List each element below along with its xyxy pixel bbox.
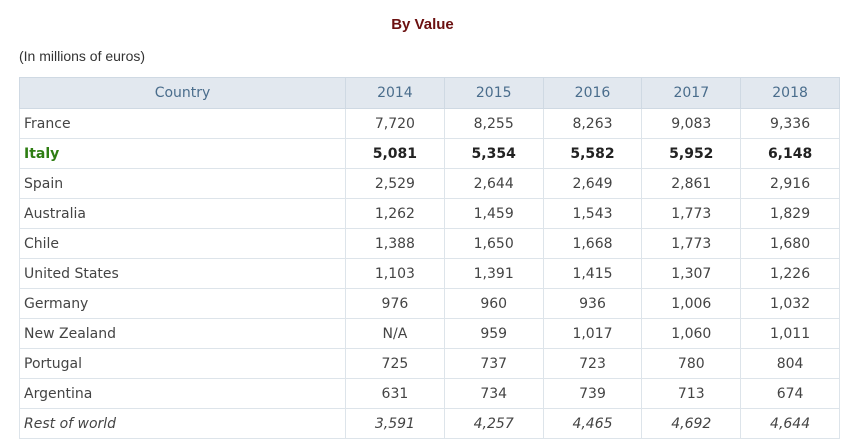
column-header-2016: 2016	[542, 77, 643, 109]
value-cell: 4,257	[443, 408, 544, 439]
value-cell: 1,307	[641, 258, 742, 289]
table-row: Chile 1,388 1,650 1,668 1,773 1,680	[19, 228, 840, 259]
value-cell: 739	[542, 378, 643, 409]
value-cell: 3,591	[345, 408, 445, 439]
country-cell: Australia	[19, 198, 346, 229]
value-cell: 9,336	[740, 108, 840, 139]
value-cell: 804	[740, 348, 840, 379]
value-cell: 1,226	[740, 258, 840, 289]
value-cell: 7,720	[345, 108, 445, 139]
value-cell: 5,354	[443, 138, 544, 169]
table-row: Portugal 725 737 723 780 804	[19, 348, 840, 379]
table-row: Spain 2,529 2,644 2,649 2,861 2,916	[19, 168, 840, 199]
table-row: Rest of world 3,591 4,257 4,465 4,692 4,644	[19, 408, 840, 439]
value-cell: 737	[443, 348, 544, 379]
value-cell: 9,083	[641, 108, 742, 139]
table-row: New Zealand N/A 959 1,017 1,060 1,011	[19, 318, 840, 349]
page-title: By Value	[391, 16, 454, 33]
country-cell: Italy	[19, 138, 346, 169]
table-row: Germany 976 960 936 1,006 1,032	[19, 288, 840, 319]
value-cell: 8,255	[443, 108, 544, 139]
value-cell: 780	[641, 348, 742, 379]
country-cell: Portugal	[19, 348, 346, 379]
value-cell: 1,543	[542, 198, 643, 229]
value-cell: 2,649	[542, 168, 643, 199]
value-cell: 4,692	[641, 408, 742, 439]
wine-exports-table: Country 2014 2015 2016 2017 2018 France 7…	[19, 77, 840, 439]
value-cell: 1,017	[542, 318, 643, 349]
value-cell: 4,644	[740, 408, 840, 439]
table-row: France 7,720 8,255 8,263 9,083 9,336	[19, 108, 840, 139]
value-cell: 1,391	[443, 258, 544, 289]
column-header-country: Country	[19, 77, 346, 109]
value-cell: 1,011	[740, 318, 840, 349]
value-cell: 1,680	[740, 228, 840, 259]
value-cell: 5,081	[345, 138, 445, 169]
country-cell: Germany	[19, 288, 346, 319]
country-cell: France	[19, 108, 346, 139]
value-cell: 2,861	[641, 168, 742, 199]
value-cell: 4,465	[542, 408, 643, 439]
country-cell: Rest of world	[19, 408, 346, 439]
value-cell: 723	[542, 348, 643, 379]
country-cell: Chile	[19, 228, 346, 259]
value-cell: 2,644	[443, 168, 544, 199]
value-cell: 734	[443, 378, 544, 409]
value-cell: N/A	[345, 318, 445, 349]
value-cell: 1,006	[641, 288, 742, 319]
country-cell: Spain	[19, 168, 346, 199]
value-cell: 959	[443, 318, 544, 349]
value-cell: 960	[443, 288, 544, 319]
value-cell: 2,916	[740, 168, 840, 199]
table-row: Italy 5,081 5,354 5,582 5,952 6,148	[19, 138, 840, 169]
column-header-2015: 2015	[443, 77, 544, 109]
value-cell: 936	[542, 288, 643, 319]
value-cell: 5,582	[542, 138, 643, 169]
value-cell: 1,829	[740, 198, 840, 229]
value-cell: 631	[345, 378, 445, 409]
value-cell: 1,032	[740, 288, 840, 319]
units-note: (In millions of euros)	[19, 48, 146, 64]
value-cell: 1,060	[641, 318, 742, 349]
value-cell: 1,262	[345, 198, 445, 229]
value-cell: 1,773	[641, 228, 742, 259]
value-cell: 2,529	[345, 168, 445, 199]
value-cell: 1,773	[641, 198, 742, 229]
value-cell: 713	[641, 378, 742, 409]
table-row: Argentina 631 734 739 713 674	[19, 378, 840, 409]
value-cell: 674	[740, 378, 840, 409]
country-cell: United States	[19, 258, 346, 289]
country-cell: New Zealand	[19, 318, 346, 349]
column-header-2017: 2017	[641, 77, 742, 109]
country-cell: Argentina	[19, 378, 346, 409]
table-row: United States 1,103 1,391 1,415 1,307 1,226	[19, 258, 840, 289]
value-cell: 5,952	[641, 138, 742, 169]
value-cell: 725	[345, 348, 445, 379]
column-header-2018: 2018	[740, 77, 840, 109]
value-cell: 1,415	[542, 258, 643, 289]
value-cell: 6,148	[740, 138, 840, 169]
table-row: Australia 1,262 1,459 1,543 1,773 1,829	[19, 198, 840, 229]
value-cell: 8,263	[542, 108, 643, 139]
header-row: Country 2014 2015 2016 2017 2018	[19, 77, 840, 109]
value-cell: 1,459	[443, 198, 544, 229]
value-cell: 1,388	[345, 228, 445, 259]
column-header-2014: 2014	[345, 77, 445, 109]
value-cell: 976	[345, 288, 445, 319]
value-cell: 1,650	[443, 228, 544, 259]
value-cell: 1,668	[542, 228, 643, 259]
value-cell: 1,103	[345, 258, 445, 289]
